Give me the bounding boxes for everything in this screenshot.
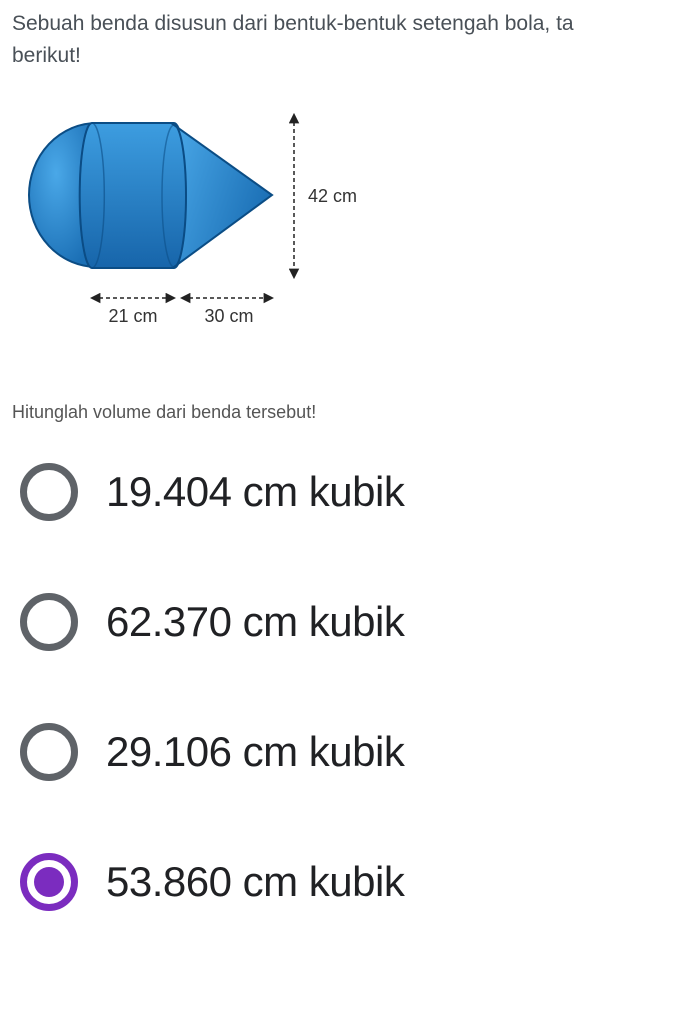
option-label: 53.860 cm kubik	[106, 858, 404, 906]
diagram-svg: 42 cm 21 cm 30 cm	[12, 95, 372, 385]
radio-button[interactable]	[20, 853, 78, 911]
answer-option-1[interactable]: 62.370 cm kubik	[20, 593, 663, 651]
option-label: 29.106 cm kubik	[106, 728, 404, 776]
prompt-line-1: Sebuah benda disusun dari bentuk-bentuk …	[12, 12, 574, 35]
radio-button[interactable]	[20, 593, 78, 651]
question-prompt: Sebuah benda disusun dari bentuk-bentuk …	[12, 8, 663, 71]
answer-option-2[interactable]: 29.106 cm kubik	[20, 723, 663, 781]
radio-button[interactable]	[20, 723, 78, 781]
radio-dot-icon	[34, 867, 64, 897]
option-label: 62.370 cm kubik	[106, 598, 404, 646]
geometry-diagram: 42 cm 21 cm 30 cm	[12, 95, 663, 390]
answer-option-3[interactable]: 53.860 cm kubik	[20, 853, 663, 911]
answer-option-0[interactable]: 19.404 cm kubik	[20, 463, 663, 521]
svg-text:30 cm: 30 cm	[204, 306, 253, 326]
option-label: 19.404 cm kubik	[106, 468, 404, 516]
instruction-text: Hitunglah volume dari benda tersebut!	[12, 402, 663, 423]
svg-text:21 cm: 21 cm	[108, 306, 157, 326]
svg-text:42 cm: 42 cm	[308, 186, 357, 206]
answer-options: 19.404 cm kubik 62.370 cm kubik 29.106 cm …	[12, 463, 663, 911]
prompt-line-2: berikut!	[12, 44, 81, 67]
radio-button[interactable]	[20, 463, 78, 521]
